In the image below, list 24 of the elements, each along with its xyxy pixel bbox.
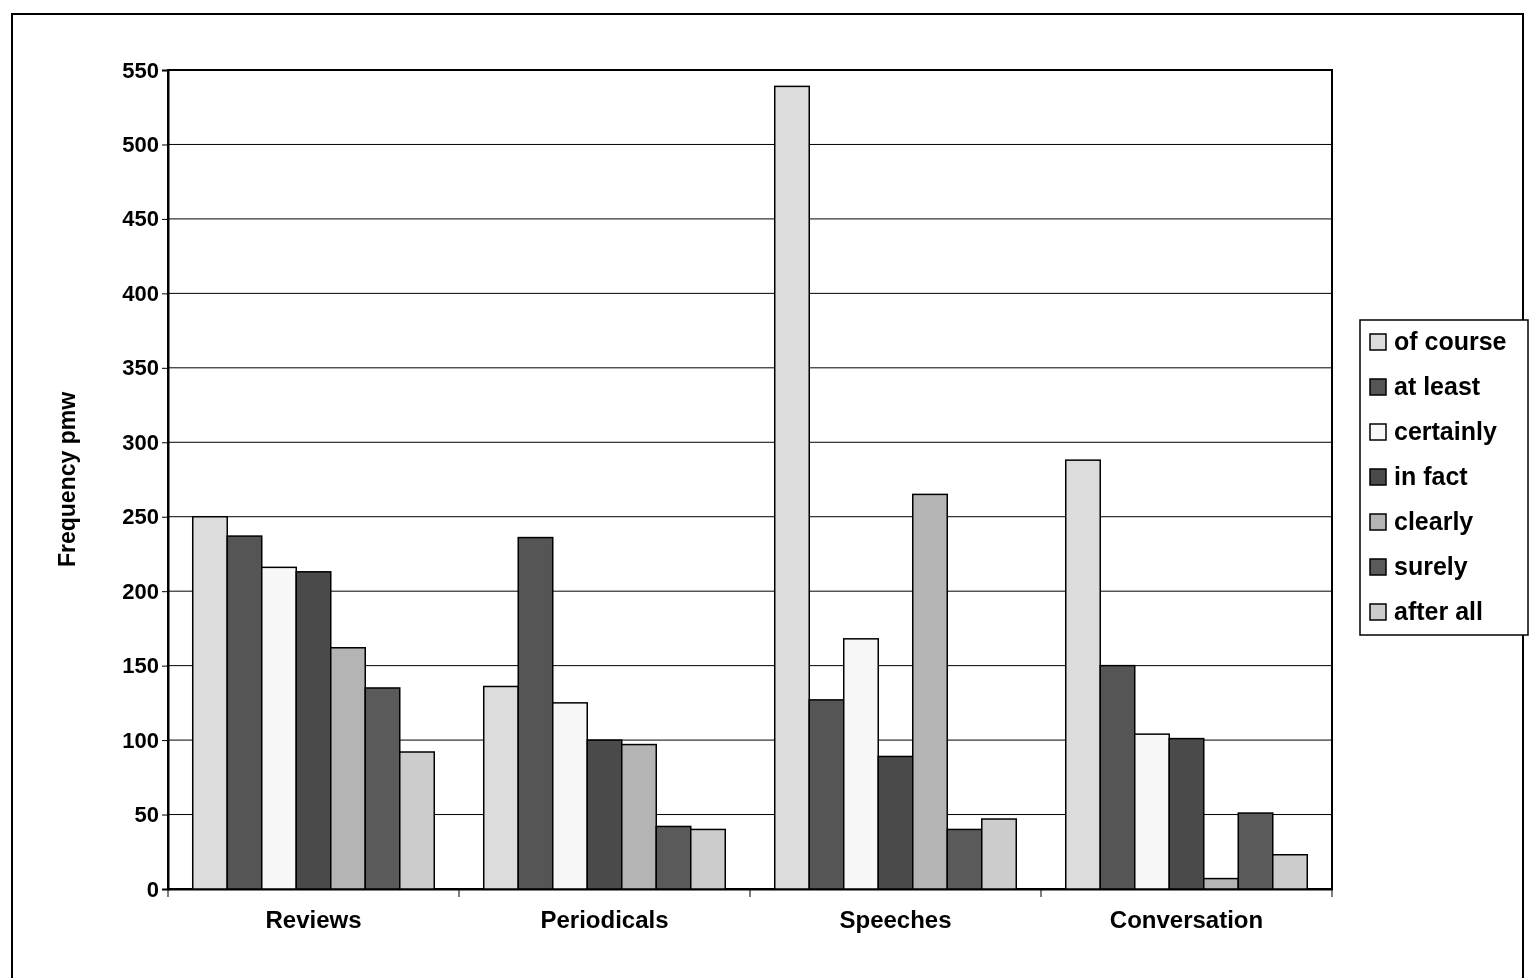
y-tick-label: 250 — [122, 504, 159, 530]
legend-label: after all — [1394, 597, 1483, 625]
y-tick-label: 400 — [122, 280, 159, 306]
y-tick-label: 100 — [122, 727, 159, 753]
x-tick-label: Speeches — [839, 906, 952, 933]
y-tick-label: 200 — [122, 578, 159, 604]
y-tick-label: 150 — [122, 653, 159, 679]
y-axis-title: Frequency pmw — [54, 391, 80, 568]
y-tick-label: 450 — [122, 206, 159, 232]
x-tick-label: Reviews — [265, 906, 362, 933]
y-tick-label: 500 — [122, 131, 159, 157]
x-tick-label: Conversation — [1109, 906, 1264, 933]
y-tick-label: 0 — [146, 876, 159, 902]
legend-label: at least — [1394, 372, 1481, 400]
y-tick-label: 300 — [122, 429, 159, 455]
y-tick-label: 350 — [122, 355, 159, 381]
y-tick-label: 550 — [122, 57, 159, 83]
legend-label: in fact — [1394, 462, 1469, 490]
legend-label: of course — [1394, 327, 1507, 355]
y-tick-label: 50 — [134, 802, 159, 828]
x-tick-label: Periodicals — [540, 906, 669, 933]
legend-label: surely — [1394, 552, 1468, 580]
legend-label: clearly — [1394, 507, 1474, 535]
legend-label: certainly — [1394, 417, 1497, 445]
